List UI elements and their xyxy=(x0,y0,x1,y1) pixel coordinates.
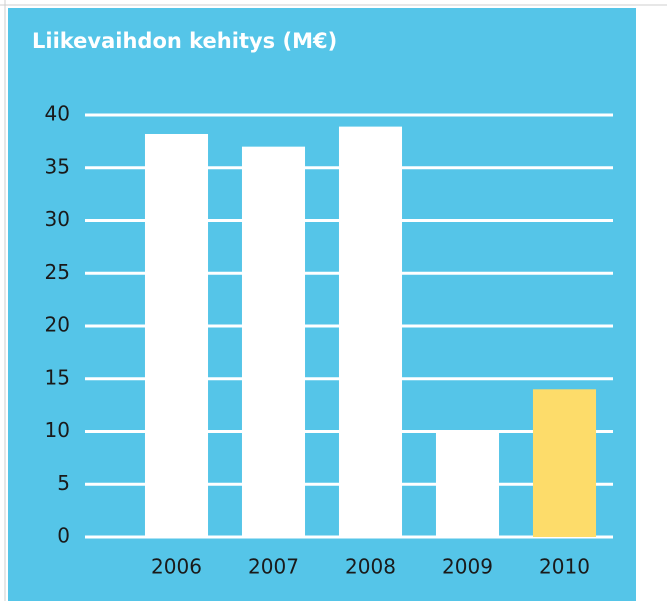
bar xyxy=(532,389,597,537)
panel xyxy=(8,8,636,601)
bar xyxy=(241,146,306,537)
y-tick-label: 30 xyxy=(45,207,70,231)
x-tick-label: 2006 xyxy=(151,555,202,579)
bar xyxy=(144,133,209,538)
bar xyxy=(338,126,403,537)
y-tick-label: 10 xyxy=(45,418,70,442)
y-tick-label: 40 xyxy=(45,102,70,126)
y-tick-label: 0 xyxy=(57,524,70,548)
y-tick-label: 20 xyxy=(45,313,70,337)
y-tick-label: 25 xyxy=(45,260,70,284)
bar xyxy=(435,431,500,537)
y-tick-label: 15 xyxy=(45,365,70,389)
y-tick-label: 5 xyxy=(57,471,70,495)
x-tick-label: 2007 xyxy=(248,555,299,579)
y-tick-label: 35 xyxy=(45,154,70,178)
chart-title: Liikevaihdon kehitys (M€) xyxy=(32,29,337,53)
x-tick-label: 2008 xyxy=(345,555,396,579)
x-tick-label: 2009 xyxy=(442,555,493,579)
x-tick-label: 2010 xyxy=(539,555,590,579)
